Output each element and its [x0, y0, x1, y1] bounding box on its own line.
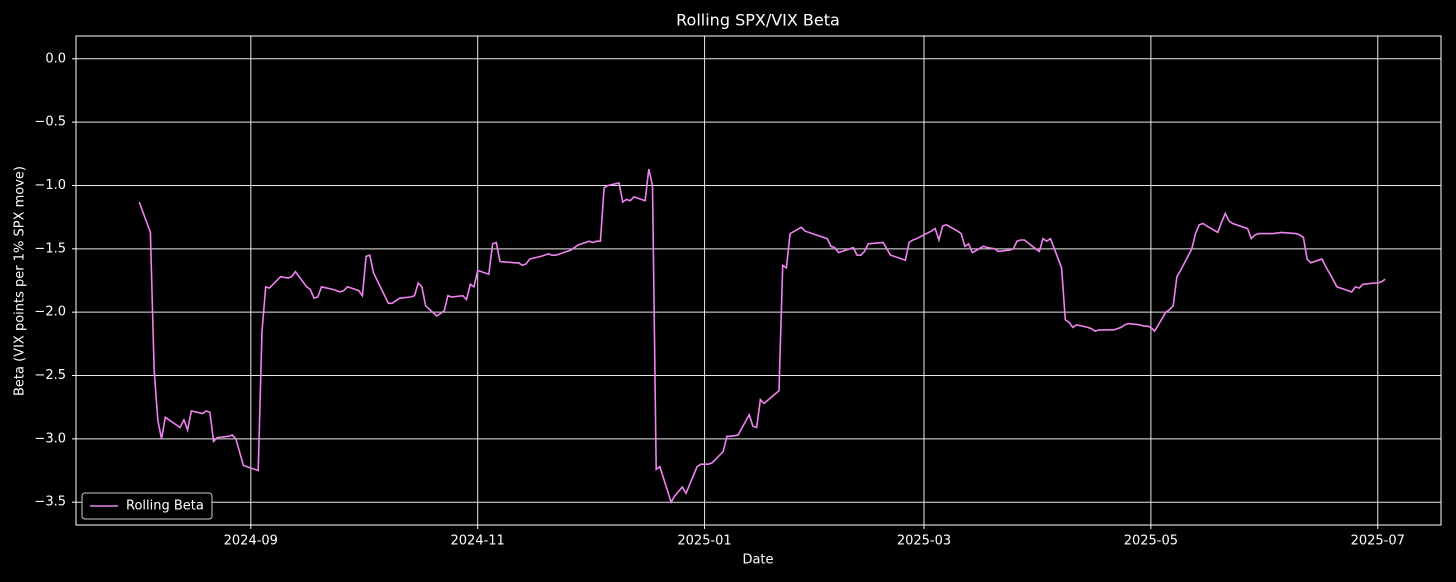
y-tick-label: −3.0: [34, 431, 66, 446]
legend-box: [81, 492, 213, 520]
x-tick-label: 2025-01: [677, 534, 731, 549]
y-tick-label: −0.5: [34, 115, 66, 130]
legend-label: Rolling Beta: [126, 499, 204, 514]
plot-frame: [75, 35, 1442, 526]
x-axis-label: Date: [742, 553, 773, 568]
y-tick-label: 0.0: [45, 51, 66, 66]
y-tick-label: −2.5: [34, 368, 66, 383]
y-tick-label: −3.5: [34, 495, 66, 510]
x-tick-label: 2024-11: [451, 534, 505, 549]
data-line: [138, 168, 1386, 505]
y-tick-label: −1.5: [34, 241, 66, 256]
chart-title: Rolling SPX/VIX Beta: [676, 11, 840, 30]
x-tick-label: 2025-07: [1351, 534, 1405, 549]
y-tick-label: −2.0: [34, 305, 66, 320]
x-tick-label: 2024-09: [224, 534, 278, 549]
y-tick-label: −1.0: [34, 178, 66, 193]
y-axis-label: Beta (VIX points per 1% SPX move): [13, 166, 28, 396]
x-tick-label: 2025-03: [897, 534, 951, 549]
legend: Rolling Beta: [81, 492, 213, 520]
x-tick-label: 2025-05: [1124, 534, 1178, 549]
